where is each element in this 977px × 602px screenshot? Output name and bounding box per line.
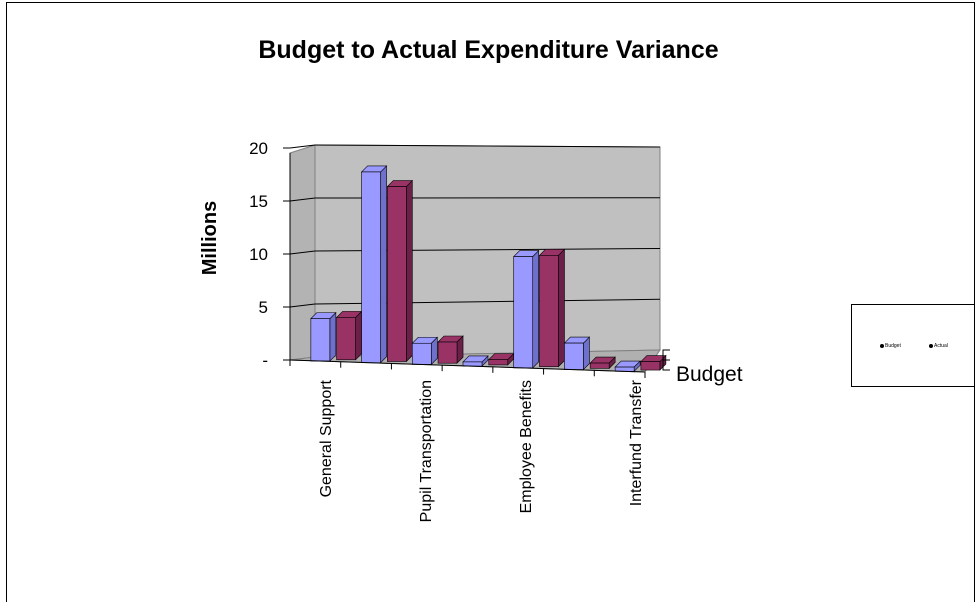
y-tick-label: - [262,351,268,370]
bar-actual [387,186,407,362]
x-tick-label: General Support [318,379,335,497]
y-tick-label: 10 [249,245,268,264]
y-tick-label: 15 [249,192,268,211]
bar-actual-side [406,179,413,363]
bar-actual [640,361,661,371]
legend: Budget Actual [851,304,975,387]
bar-actual [488,359,509,366]
x-tick-label: Employee Benefits [518,380,535,513]
legend-label-actual: Actual [934,343,948,349]
gridline [314,144,661,148]
y-tick-label: 5 [259,298,268,317]
legend-marker-budget [880,344,884,348]
chart-title: Budget to Actual Expenditure Variance [258,36,719,64]
bar-budget [310,318,331,362]
gridline-side [289,250,316,255]
bar-budget [411,342,432,365]
bar-actual [539,255,559,367]
bar-actual [437,341,458,364]
bar-actual-side [355,310,362,361]
bar-budget [361,171,381,364]
gridline-side [289,197,316,202]
bar-budget-side [329,311,337,362]
bar-actual-side [558,248,565,368]
depth-axis-label: Budget [676,363,743,386]
bar-budget-side [532,249,540,369]
x-axis-line [289,359,646,373]
legend-item-budget: Budget [880,343,901,349]
bar-actual [589,362,610,369]
bar-budget [564,342,584,370]
chart-frame [6,2,975,602]
y-tick-label: 20 [249,139,268,158]
y-axis-title: Millions [199,201,221,275]
x-tick-label: Pupil Transportation [418,380,435,522]
legend-item-actual: Actual [929,343,948,349]
legend-label-budget: Budget [885,343,901,349]
bar-actual [336,317,356,361]
x-tick-label: Interfund Transfer [628,379,645,506]
bar-budget [513,256,534,369]
legend-marker-actual [929,344,933,348]
bar-budget-side [380,165,387,364]
gridline-side [289,303,316,308]
gridline-side [289,144,316,149]
